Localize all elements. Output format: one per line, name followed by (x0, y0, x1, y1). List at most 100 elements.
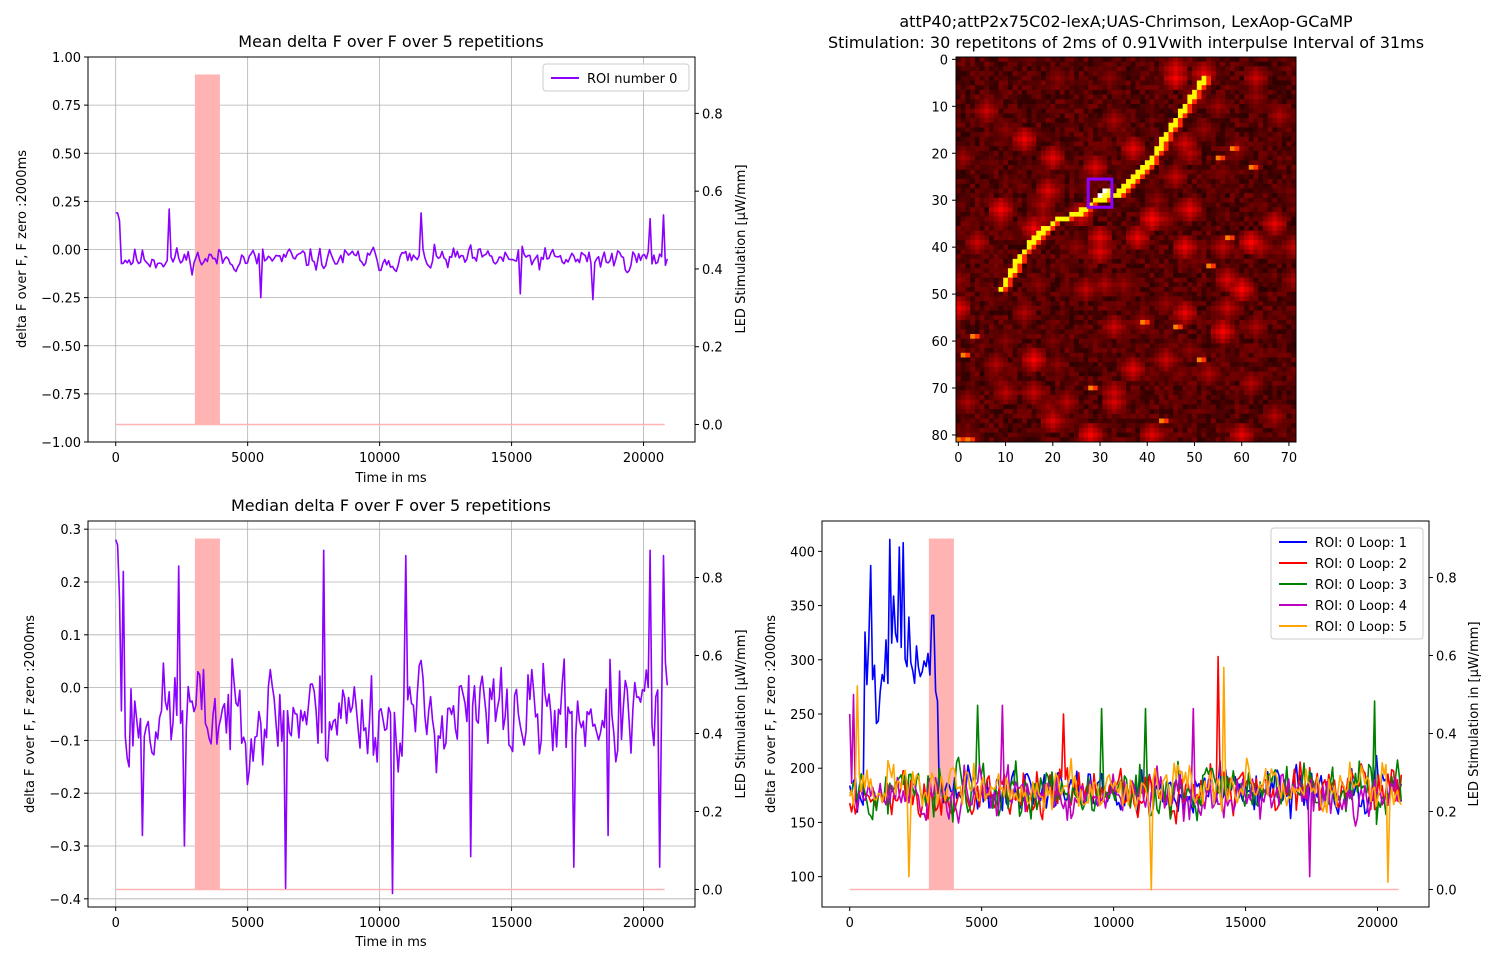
heatmap-cell (989, 136, 995, 142)
heatmap-cell (1069, 254, 1075, 260)
heatmap-cell (1272, 155, 1278, 161)
heatmap-cell (1211, 122, 1217, 128)
heatmap-cell (1097, 188, 1103, 194)
heatmap-cell (1097, 197, 1103, 203)
heatmap-cell (1215, 282, 1221, 288)
heatmap-cell (1140, 235, 1146, 241)
heatmap-cell (1211, 66, 1217, 72)
heatmap-cell (1281, 315, 1287, 321)
heatmap-cell (1050, 352, 1056, 358)
heatmap-cell (1248, 75, 1254, 81)
heatmap-cell (960, 324, 966, 330)
heatmap-cell (965, 334, 971, 340)
heatmap-cell (1012, 197, 1018, 203)
heatmap-cell (1159, 301, 1165, 307)
heatmap-cell (1107, 94, 1113, 100)
heatmap-cell (1154, 211, 1160, 218)
heatmap-cell (1229, 343, 1236, 349)
heatmap-cell (1206, 371, 1212, 377)
heatmap-cell (1201, 160, 1207, 166)
heatmap-cell (1088, 226, 1094, 232)
heatmap-cell (1097, 362, 1103, 368)
heatmap-cell (1220, 226, 1226, 232)
heatmap-cell (1088, 272, 1094, 279)
heatmap-cell (1026, 249, 1032, 255)
heatmap-cell (1059, 193, 1066, 199)
heatmap-cell (1007, 94, 1014, 100)
heatmap-cell (1045, 202, 1051, 208)
heatmap-cell (1059, 94, 1066, 100)
heatmap-cell (1107, 183, 1113, 189)
heatmap-cell (1102, 202, 1108, 208)
heatmap-cell (1135, 287, 1141, 293)
heatmap-cell (1107, 85, 1113, 91)
heatmap-cell (998, 216, 1004, 222)
heatmap-cell (1121, 193, 1127, 199)
heatmap-cell (1192, 169, 1198, 175)
heatmap-cell (956, 207, 962, 213)
heatmap-cell (1140, 268, 1146, 274)
heatmap-cell (1206, 249, 1212, 255)
heatmap-cell (1078, 310, 1084, 316)
heatmap-cell (998, 108, 1004, 114)
heatmap-cell (1097, 240, 1103, 246)
heatmap-cell (1192, 315, 1198, 321)
heatmap-cell (998, 366, 1004, 372)
heatmap-cell (1092, 99, 1099, 105)
heatmap-cell (1121, 319, 1127, 326)
heatmap-cell (1262, 315, 1269, 321)
heatmap-cell (1262, 348, 1269, 354)
heatmap-cell (1078, 179, 1084, 185)
heatmap-cell (956, 254, 962, 260)
heatmap-cell (1031, 287, 1037, 293)
heatmap-cell (1173, 244, 1179, 250)
heatmap-cell (1031, 352, 1037, 358)
heatmap-cell (974, 146, 981, 152)
heatmap-cell (1130, 108, 1136, 114)
heatmap-cell (1182, 329, 1188, 335)
heatmap-cell (1140, 127, 1146, 133)
heatmap-cell (993, 122, 999, 128)
heatmap-cell (1149, 164, 1155, 171)
heatmap-cell (1286, 188, 1292, 194)
heatmap-cell (1069, 103, 1075, 110)
heatmap-cell (1225, 319, 1231, 326)
heatmap-cell (1262, 193, 1269, 199)
heatmap-cell (1211, 132, 1217, 138)
heatmap-cell (1258, 226, 1264, 232)
heatmap-cell (1163, 164, 1169, 171)
heatmap-cell (998, 146, 1004, 152)
heatmap-cell (1277, 89, 1283, 95)
heatmap-cell (1088, 230, 1094, 236)
heatmap-cell (1192, 188, 1198, 194)
heatmap-cell (1007, 57, 1014, 63)
heatmap-cell (1064, 61, 1070, 67)
heatmap-cell (1272, 122, 1278, 128)
heatmap-cell (984, 296, 990, 302)
heatmap-cell (1026, 89, 1032, 95)
heatmap-cell (993, 108, 999, 114)
heatmap-cell (1107, 103, 1113, 110)
heatmap-cell (1036, 155, 1042, 161)
heatmap-cell (1286, 94, 1292, 100)
heatmap-cell (1159, 85, 1165, 91)
heatmap-cell (1201, 99, 1207, 105)
heatmap-cell (1253, 108, 1259, 114)
heatmap-cell (1121, 141, 1127, 147)
heatmap-cell (1083, 329, 1089, 335)
heatmap-cell (1050, 207, 1056, 213)
heatmap-cell (1007, 315, 1014, 321)
heatmap-cell (998, 296, 1004, 302)
heatmap-cell (989, 127, 995, 133)
heatmap-cell (989, 85, 995, 91)
heatmap-cell (1286, 352, 1292, 358)
heatmap-cell (1187, 319, 1193, 326)
heatmap-cell (1121, 80, 1127, 86)
mean-x-ticks: 0 5000 10000 15000 20000 (112, 442, 664, 466)
mean-y-tick-label: 0.75 (52, 99, 81, 114)
heatmap-cell (1291, 258, 1297, 264)
heatmap-cell (1041, 136, 1047, 142)
heatmap-cell (1163, 338, 1169, 344)
heatmap-cell (1074, 376, 1080, 382)
heatmap-cell (1055, 61, 1061, 67)
